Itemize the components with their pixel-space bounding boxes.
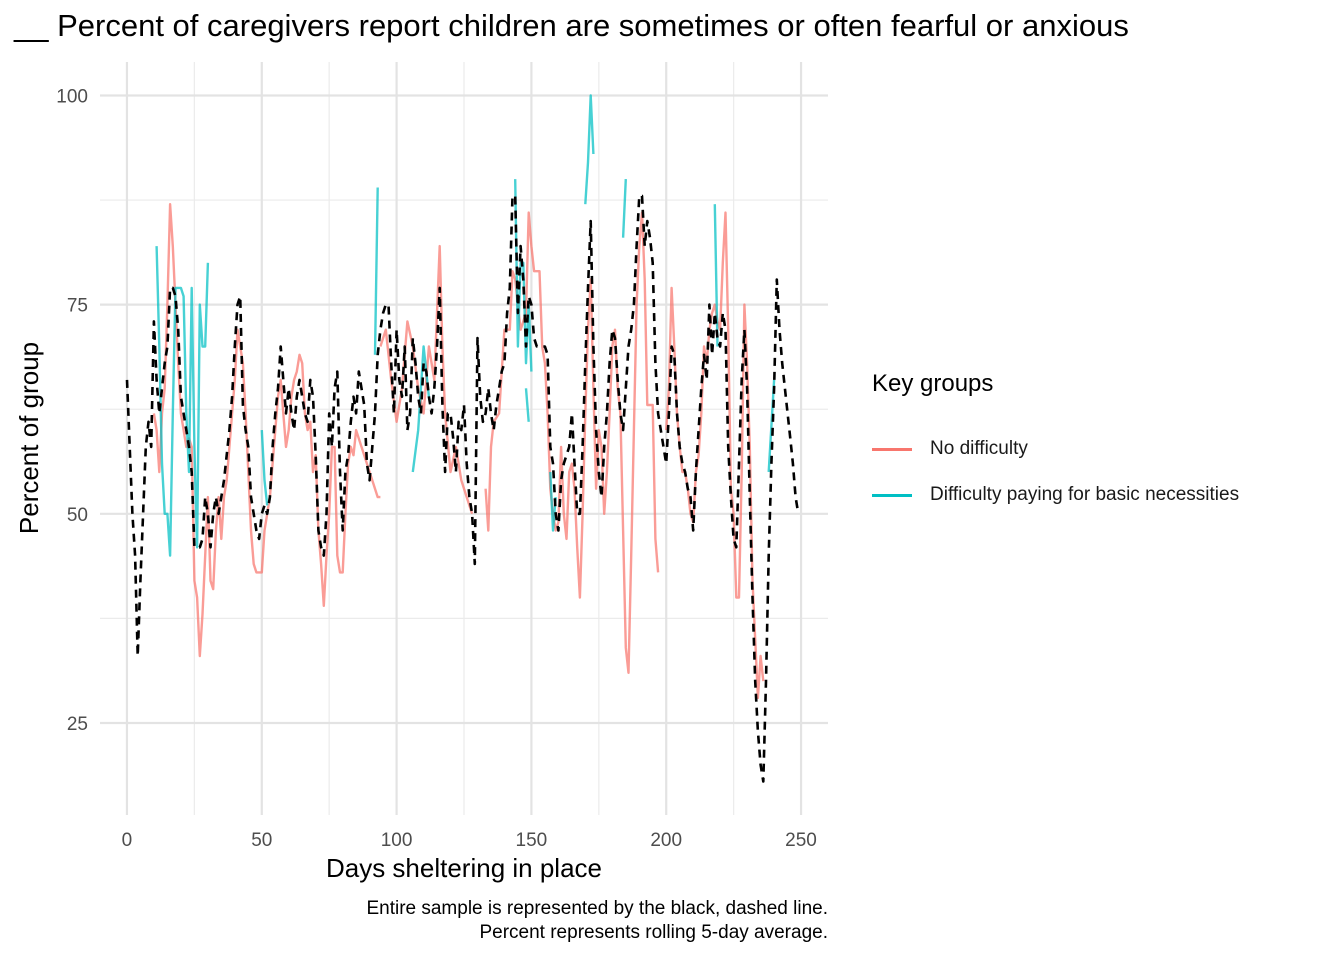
series-line-difficulty-paying-for-basic-necessities [373,187,379,355]
y-tick-label: 25 [67,714,88,735]
y-tick-label: 50 [67,505,88,526]
series-line-difficulty-paying-for-basic-necessities [260,430,269,506]
gridlines [100,62,828,815]
series-line-difficulty-paying-for-basic-necessities [713,204,719,347]
x-axis-title: Days sheltering in place [326,853,602,883]
legend-label-difficulty-paying: Difficulty paying for basic necessities [930,484,1240,505]
series-line-no-difficulty [484,211,660,674]
legend-label-no-difficulty: No difficulty [930,438,1028,459]
x-tick-label: 100 [381,830,413,851]
chart-title: __ Percent of caregivers report children… [14,8,1129,43]
x-tick-label: 50 [251,830,272,851]
legend: Key groups No difficulty Difficulty payi… [872,370,1239,518]
x-tick-label: 200 [650,830,682,851]
legend-key-difficulty-paying [872,493,912,497]
caption-line-1: Entire sample is represented by the blac… [366,898,828,919]
x-tick-label: 150 [516,830,548,851]
series-line-difficulty-paying-for-basic-necessities [621,179,627,238]
series-lines [125,94,800,783]
series-line-no-difficulty [665,211,765,700]
series-line-difficulty-paying-for-basic-necessities [524,388,530,422]
caption-line-2: Percent represents rolling 5-day average… [479,922,828,943]
series-line-difficulty-paying-for-basic-necessities [549,471,557,532]
x-tick-label: 250 [785,830,817,851]
legend-item-no-difficulty: No difficulty [872,426,1239,472]
y-axis-title: Percent of group [14,342,44,534]
legend-key-no-difficulty [872,447,912,451]
chart-caption: Entire sample is represented by the blac… [366,897,828,945]
series-line-difficulty-paying-for-basic-necessities [584,94,595,205]
legend-title: Key groups [872,370,994,397]
series-line-difficulty-paying-for-basic-necessities [767,379,776,473]
series-line-difficulty-paying-for-basic-necessities [155,246,210,557]
x-tick-label: 0 [122,830,133,851]
axes: 0 50 100 150 200 250 25 50 75 100 [56,86,817,851]
y-tick-label: 100 [56,86,88,107]
legend-item-difficulty-paying: Difficulty paying for basic necessities [872,472,1239,518]
series-line-entire-sample [125,194,800,783]
y-tick-label: 75 [67,296,88,317]
